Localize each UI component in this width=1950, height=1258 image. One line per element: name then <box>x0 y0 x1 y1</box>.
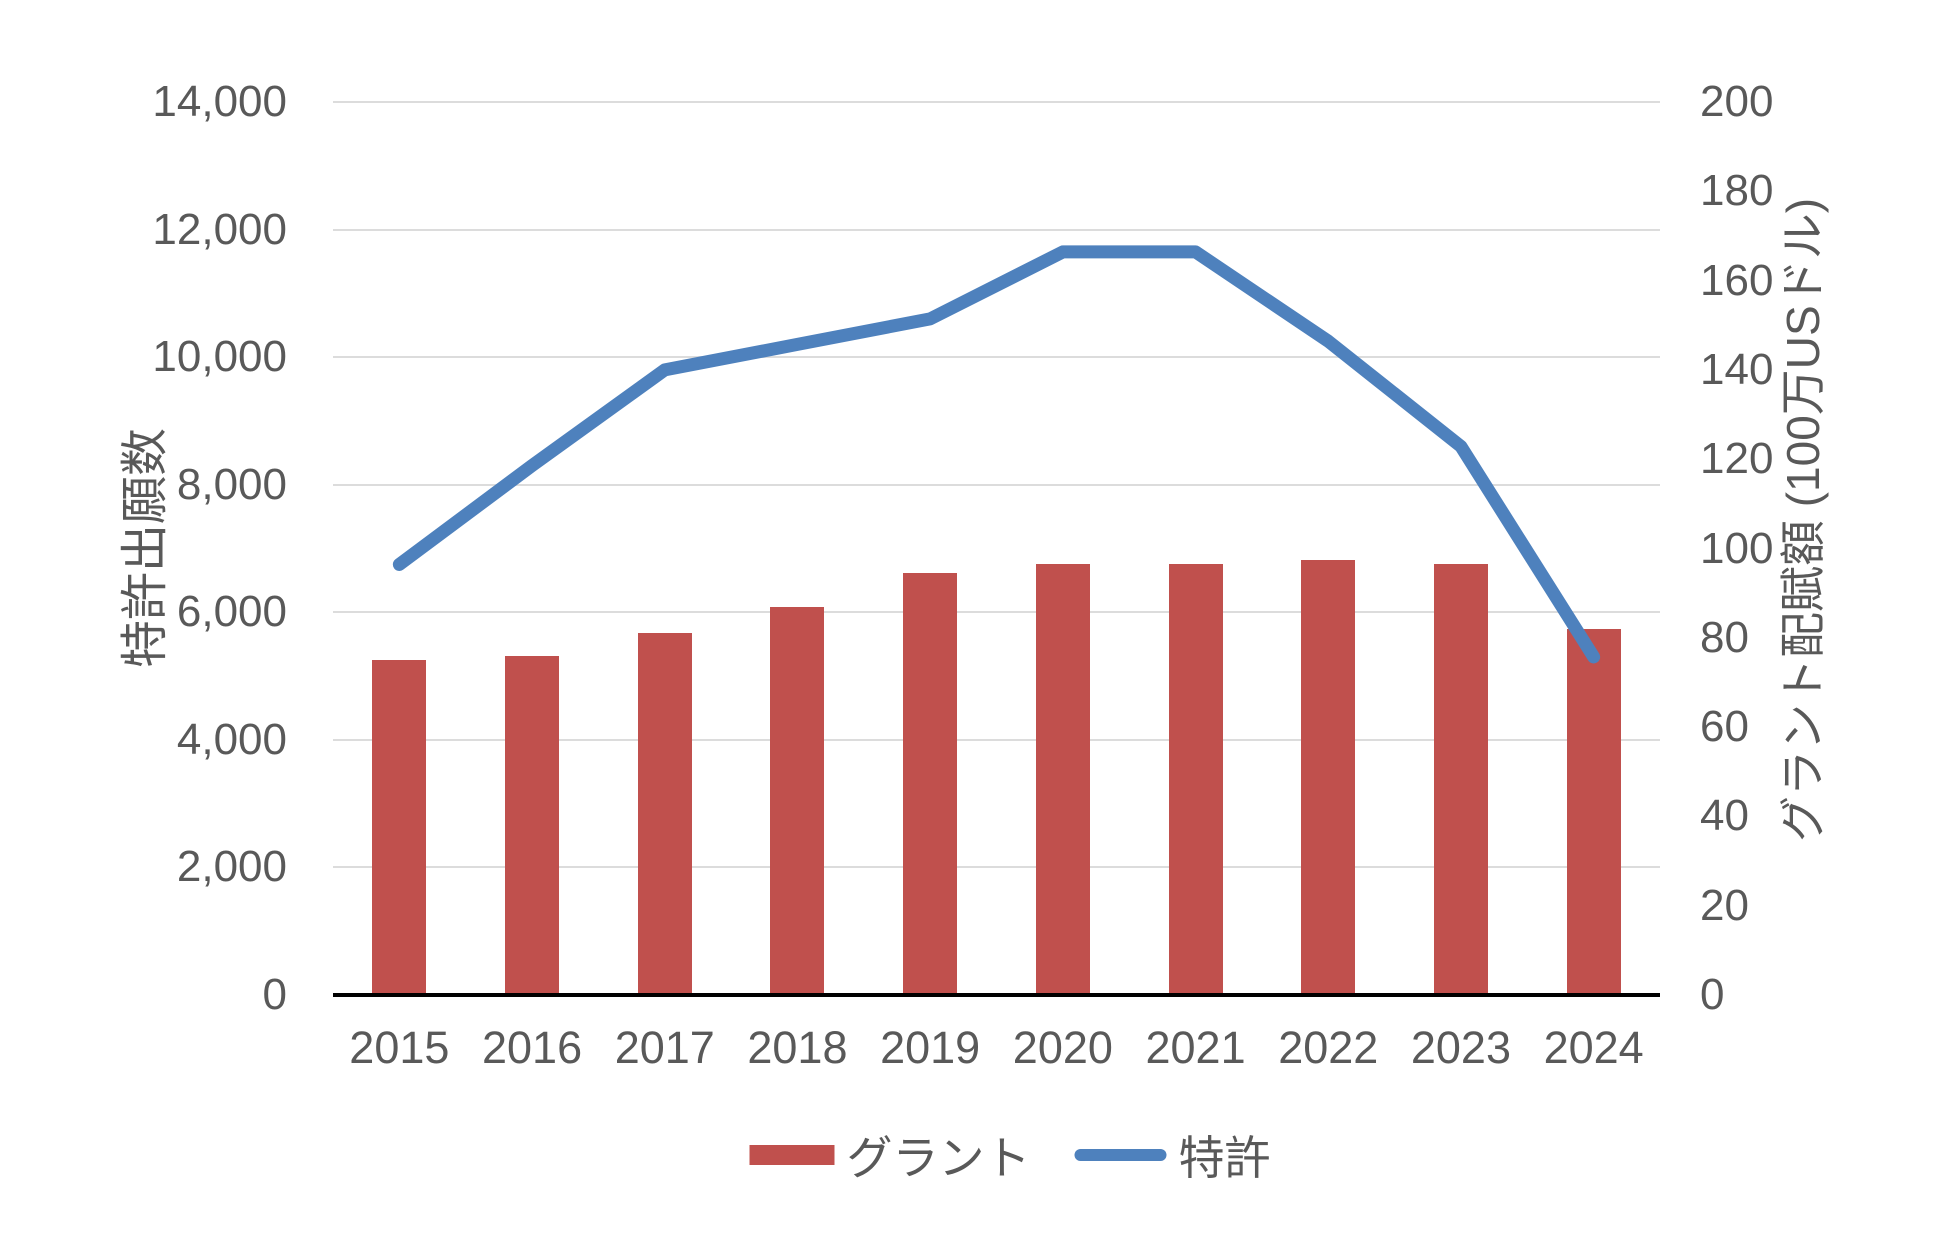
bar-2024 <box>1566 628 1621 995</box>
bar-2016 <box>505 655 560 995</box>
x-axis-tick-label: 2016 <box>481 1022 583 1073</box>
legend-label-grant: グラント <box>846 1132 1031 1184</box>
bar-2019 <box>903 573 958 995</box>
x-axis-line <box>333 993 1660 997</box>
left-axis-tick-label: 0 <box>262 970 287 1019</box>
patent-line <box>392 245 1601 664</box>
left-axis-tick-label: 4,000 <box>176 714 287 764</box>
right-axis-tick-label: 200 <box>1700 77 1774 126</box>
gridline <box>333 228 1660 231</box>
left-axis-title: 特許出願数 <box>119 428 172 669</box>
right-axis-tick-label: 60 <box>1700 702 1749 752</box>
bar-2022 <box>1301 559 1356 995</box>
bar-2017 <box>637 633 692 995</box>
legend-bar-swatch-icon <box>749 1145 835 1165</box>
left-axis-tick-label: 12,000 <box>152 204 287 254</box>
bar-2021 <box>1168 564 1223 995</box>
gridline <box>333 866 1660 869</box>
x-axis-tick-label: 2018 <box>747 1022 848 1073</box>
x-axis-tick-label: 2015 <box>349 1022 450 1073</box>
x-axis-tick-label: 2022 <box>1278 1022 1379 1073</box>
x-axis-tick-label: 2021 <box>1145 1022 1246 1073</box>
legend-item-patent: 特許 <box>1074 1122 1271 1188</box>
right-axis-tick-label: 80 <box>1700 612 1749 662</box>
right-axis-tick-label: 0 <box>1700 970 1725 1019</box>
bar-2015 <box>372 660 427 995</box>
gridline <box>333 483 1660 486</box>
gridline <box>333 101 1660 103</box>
legend: グラント 特許 <box>749 1122 1271 1188</box>
x-axis-tick-label: 2017 <box>614 1022 715 1073</box>
bar-2023 <box>1433 564 1488 995</box>
bar-2018 <box>770 606 825 995</box>
left-axis-tick-label: 8,000 <box>176 459 287 509</box>
left-axis-tick-label: 2,000 <box>176 842 287 892</box>
right-axis-title: グラント配賦額 (100万USドル) <box>1777 197 1829 843</box>
right-axis-tick-label: 20 <box>1700 880 1749 930</box>
left-axis-tick-label: 6,000 <box>176 587 287 637</box>
right-axis-tick-label: 120 <box>1700 434 1774 484</box>
gridline <box>333 356 1660 359</box>
x-axis-tick-label: 2019 <box>880 1022 981 1073</box>
right-axis-tick-label: 160 <box>1700 255 1774 305</box>
right-axis-tick-label: 140 <box>1700 344 1774 394</box>
x-axis-tick-label: 2023 <box>1410 1022 1511 1073</box>
left-axis-tick-label: 10,000 <box>152 332 287 382</box>
right-axis-tick-label: 40 <box>1700 791 1749 841</box>
legend-line-swatch-icon <box>1074 1149 1167 1161</box>
legend-label-patent: 特許 <box>1178 1132 1271 1184</box>
left-axis-tick-label: 14,000 <box>152 77 287 126</box>
bar-2020 <box>1035 564 1090 995</box>
right-axis-tick-label: 100 <box>1700 523 1774 573</box>
gridline <box>333 738 1660 741</box>
legend-item-grant: グラント <box>749 1122 1031 1188</box>
x-axis-tick-label: 2024 <box>1543 1022 1644 1073</box>
right-axis-tick-label: 180 <box>1700 166 1774 216</box>
x-axis-tick-label: 2020 <box>1012 1022 1113 1073</box>
